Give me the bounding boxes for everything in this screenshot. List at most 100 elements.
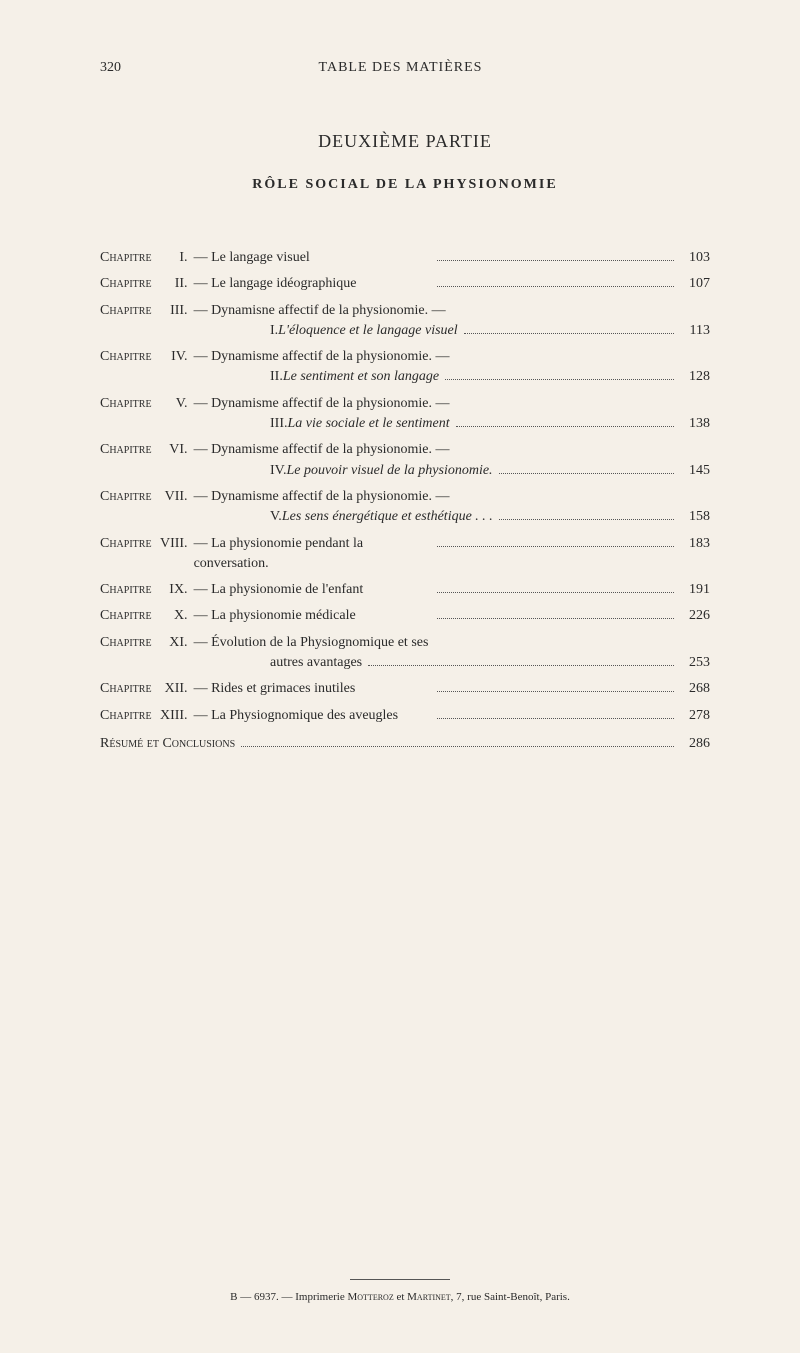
entry-page: 107 [680,274,710,294]
chapter-text: — Dynamisme affectif de la physionomie. … [188,394,710,414]
running-title: TABLE DES MATIÈRES [319,60,483,76]
chapter-roman: IX. [152,580,188,600]
leader-dots [241,746,674,747]
entry-page: 145 [680,461,710,481]
entry-page: 128 [680,367,710,387]
toc-main-line: Chapitre VII. — Dynamisme affectif de la… [100,487,710,507]
entry-page: 113 [680,321,710,341]
chapter-text: — Évolution de la Physiognomique et ses [188,633,710,653]
chapter-label: Chapitre [100,679,152,699]
leader-dots [437,618,674,619]
chapter-text: — Le langage visuel [188,248,431,268]
chapter-roman: XIII. [152,706,188,726]
chapter-text: — La physionomie pendant la conversation… [188,534,431,575]
toc-main-line: Chapitre XI. — Évolution de la Physiogno… [100,633,710,653]
chapter-label: Chapitre [100,487,152,507]
toc-sub-line: I. L'éloquence et le langage visuel113 [100,321,710,341]
leader-dots [368,665,674,666]
entry-page: 191 [680,580,710,600]
leader-dots [437,260,674,261]
toc-entry: Chapitre XII. — Rides et grimaces inutil… [100,679,710,699]
footer-text-prefix: B — 6937. — Imprimerie [230,1291,347,1303]
leader-dots [499,519,674,520]
footer-text-suffix: , 7, rue Saint-Benoît, Paris. [451,1291,570,1303]
toc-entry: Chapitre I. — Le langage visuel 103 [100,248,710,268]
footer-rule [350,1279,450,1280]
chapter-label: Chapitre [100,274,152,294]
entry-page: 278 [680,706,710,726]
chapter-roman: VIII. [152,534,188,554]
footer-text-mid: et [394,1291,407,1303]
chapter-roman: VII. [152,487,188,507]
toc-sub-line: V. Les sens énergétique et esthétique . … [100,507,710,527]
leader-dots [437,546,674,547]
chapter-roman: I. [152,248,188,268]
toc-entry: Chapitre VIII. — La physionomie pendant … [100,534,710,575]
chapter-text: — Dynamisne affectif de la physionomie. … [188,301,710,321]
toc-entry: Chapitre XI. — Évolution de la Physiogno… [100,633,710,674]
entry-page: 158 [680,507,710,527]
toc-sub-line: autres avantages 253 [100,653,710,673]
chapter-label: Chapitre [100,580,152,600]
toc-entry: Chapitre VI. — Dynamisme affectif de la … [100,440,710,481]
toc-entry: Chapitre IX. — La physionomie de l'enfan… [100,580,710,600]
chapter-text: — Dynamisme affectif de la physionomie. … [188,347,710,367]
toc-main-line: Chapitre I. — Le langage visuel 103 [100,248,710,268]
toc-entry: Chapitre III. — Dynamisne affectif de la… [100,301,710,342]
chapter-text: — La physionomie de l'enfant [188,580,431,600]
chapter-roman: V. [152,394,188,414]
entry-page: 226 [680,606,710,626]
chapter-roman: XI. [152,633,188,653]
chapter-text: — Dynamisme affectif de la physionomie. … [188,440,710,460]
sub-prefix: II. [270,367,283,387]
leader-dots [464,333,674,334]
subtitle: RÔLE SOCIAL DE LA PHYSIONOMIE [100,177,710,193]
toc-main-line: Chapitre VI. — Dynamisme affectif de la … [100,440,710,460]
leader-dots [437,592,674,593]
chapter-label: Chapitre [100,301,152,321]
resume-label: Résumé et Conclusions [100,736,235,752]
entry-page: 138 [680,414,710,434]
chapter-roman: II. [152,274,188,294]
sub-italic-text: L'éloquence et le langage visuel [278,321,458,341]
entry-page: 183 [680,534,710,554]
toc-main-line: Chapitre V. — Dynamisme affectif de la p… [100,394,710,414]
toc-sub-line: IV. Le pouvoir visuel de la physionomie.… [100,461,710,481]
toc-sub-line: III. La vie sociale et le sentiment 138 [100,414,710,434]
sub-prefix: IV. [270,461,286,481]
sub-italic-text: La vie sociale et le sentiment [288,414,450,434]
chapter-label: Chapitre [100,347,152,367]
chapter-text: — Dynamisme affectif de la physionomie. … [188,487,710,507]
sub-plain-text: autres avantages [270,653,362,673]
toc-main-line: Chapitre II. — Le langage idéographique 1… [100,274,710,294]
toc-main-line: Chapitre IV. — Dynamisme affectif de la … [100,347,710,367]
chapter-text: — La physionomie médicale [188,606,431,626]
toc-entry: Chapitre IV. — Dynamisme affectif de la … [100,347,710,388]
entry-page: 103 [680,248,710,268]
resume-page: 286 [680,736,710,752]
chapter-text: — Rides et grimaces inutiles [188,679,431,699]
toc-main-line: Chapitre IX. — La physionomie de l'enfan… [100,580,710,600]
sub-prefix: III. [270,414,288,434]
toc-main-line: Chapitre VIII. — La physionomie pendant … [100,534,710,575]
leader-dots [437,691,674,692]
chapter-label: Chapitre [100,534,152,554]
entry-page: 253 [680,653,710,673]
chapter-label: Chapitre [100,706,152,726]
table-of-contents: Chapitre I. — Le langage visuel103Chapit… [100,248,710,726]
toc-main-line: Chapitre X. — La physionomie médicale226 [100,606,710,626]
toc-entry: Chapitre X. — La physionomie médicale226 [100,606,710,626]
chapter-text: — Le langage idéographique [188,274,431,294]
footer-smallcaps-1: Motteroz [347,1291,393,1303]
toc-entry: Chapitre II. — Le langage idéographique 1… [100,274,710,294]
chapter-label: Chapitre [100,633,152,653]
page-header: 320 TABLE DES MATIÈRES [100,60,710,76]
toc-main-line: Chapitre III. — Dynamisne affectif de la… [100,301,710,321]
entry-page: 268 [680,679,710,699]
chapter-roman: IV. [152,347,188,367]
sub-italic-text: Le sentiment et son langage [283,367,439,387]
chapter-label: Chapitre [100,248,152,268]
part-title: DEUXIÈME PARTIE [100,131,710,152]
chapter-label: Chapitre [100,394,152,414]
leader-dots [499,473,674,474]
